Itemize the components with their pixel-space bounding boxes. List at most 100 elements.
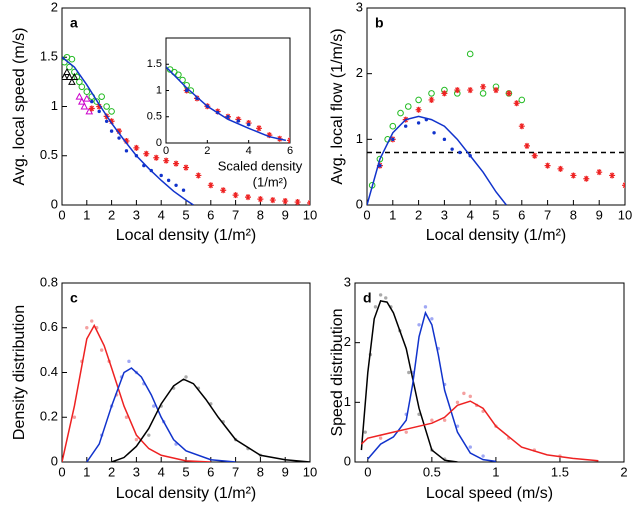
dot-marker	[373, 305, 378, 309]
triangle-marker	[80, 102, 89, 110]
star-marker	[583, 175, 590, 182]
dot-marker	[236, 119, 241, 123]
circle-marker	[376, 155, 384, 163]
dot-marker	[458, 150, 462, 155]
y-tick-label: 0.5	[147, 111, 162, 123]
x-axis-label: Local density (1/m²)	[426, 227, 567, 244]
y-tick-label: 0	[51, 196, 58, 211]
x-tick-label: 2	[620, 464, 627, 479]
dot-marker	[404, 430, 408, 434]
x-tick-label: 3	[441, 207, 448, 222]
star-marker	[269, 197, 276, 204]
triangle-marker	[62, 72, 69, 80]
line	[367, 310, 497, 462]
x-tick-label: 5	[182, 464, 189, 479]
x-tick-label: 6	[287, 145, 293, 157]
y-tick-label: 1.5	[40, 49, 58, 64]
x-tick-label: 2	[108, 464, 115, 479]
y-tick-label: 1	[344, 394, 351, 409]
dot-marker	[181, 188, 186, 192]
line	[360, 400, 599, 462]
panel-label: a	[70, 15, 78, 31]
dot-marker	[104, 119, 109, 123]
star-marker	[123, 137, 130, 144]
star-marker	[183, 164, 189, 171]
star-marker	[570, 172, 577, 179]
star-marker	[143, 150, 150, 157]
line	[62, 323, 211, 462]
dot-marker	[416, 121, 421, 125]
y-tick-label: 0.6	[40, 319, 58, 334]
y-tick-label: 1.5	[147, 58, 162, 70]
circle-marker	[397, 109, 404, 117]
y-tick-label: 0	[156, 137, 162, 149]
x-tick-label: 0	[58, 207, 65, 222]
star-marker	[195, 172, 202, 179]
dot-marker	[430, 317, 434, 321]
x-tick-label: 4	[467, 207, 474, 222]
panel: 0 0.5 1 1.5 2 0 1 2 3d Local speed (m/s) Speed dis…	[329, 274, 627, 502]
dot-marker	[109, 129, 114, 133]
star-marker	[596, 169, 603, 176]
x-axis-label: Local density (1/m²)	[116, 227, 257, 244]
x-tick-label: 4	[246, 145, 252, 157]
x-tick-label: 0	[364, 464, 371, 479]
dot-marker	[468, 394, 472, 399]
y-tick-label: 3	[356, 0, 363, 14]
x-tick-label: 2	[108, 207, 115, 222]
dot-marker	[174, 183, 178, 187]
dot-marker	[147, 433, 151, 437]
y-tick-label: 3	[344, 274, 351, 289]
dot-marker	[226, 115, 230, 119]
circle-marker	[108, 108, 115, 115]
x-tick-label: 1	[492, 464, 499, 479]
dot-marker	[166, 178, 171, 183]
star-marker	[294, 199, 301, 205]
star-marker	[557, 165, 564, 172]
y-tick-label: 0	[51, 453, 58, 468]
star-marker	[544, 162, 551, 169]
star-marker	[480, 83, 487, 90]
star-marker	[609, 172, 616, 179]
star-marker	[245, 194, 251, 201]
axes-box	[354, 282, 625, 463]
star-marker	[622, 182, 625, 189]
x-tick-label: 4	[158, 207, 165, 222]
triangle-marker	[65, 72, 74, 80]
line	[86, 367, 236, 462]
line	[367, 115, 507, 205]
x-tick-label: 7	[232, 207, 239, 222]
circle-marker	[66, 63, 73, 71]
x-axis-label: Scaled density	[218, 158, 303, 173]
star-marker	[173, 160, 180, 167]
x-tick-label: 4	[158, 464, 165, 479]
dot-marker	[455, 400, 460, 405]
x-tick-label: 2	[204, 145, 210, 157]
star-marker	[232, 192, 239, 199]
y-tick-label: 2	[356, 65, 363, 80]
plot-area	[166, 66, 290, 143]
star-marker	[220, 187, 227, 194]
dot-marker	[124, 415, 129, 419]
axes-box	[61, 282, 311, 463]
dot-marker	[124, 149, 129, 153]
x-axis-label: (1/m²)	[253, 174, 288, 189]
triangle-marker	[82, 94, 91, 102]
dot-marker	[450, 147, 454, 151]
x-tick-label: 1	[83, 207, 90, 222]
x-tick-label: 9	[282, 464, 289, 479]
panel: 0 2 4 6 0 0.5 1 1.5 Scaled density(1/m²)	[147, 37, 303, 189]
circle-marker	[389, 122, 397, 130]
circle-marker	[479, 90, 487, 97]
dot-marker	[442, 418, 447, 422]
x-tick-label: 7	[232, 464, 239, 479]
dot-marker	[468, 445, 472, 449]
plot-area	[360, 293, 599, 462]
x-tick-label: 10	[303, 207, 317, 222]
dot-marker	[90, 99, 94, 104]
star-marker	[207, 182, 214, 189]
axes-box	[366, 7, 626, 206]
dot-marker	[246, 122, 251, 127]
circle-marker	[83, 88, 91, 96]
dot-marker	[184, 88, 189, 93]
